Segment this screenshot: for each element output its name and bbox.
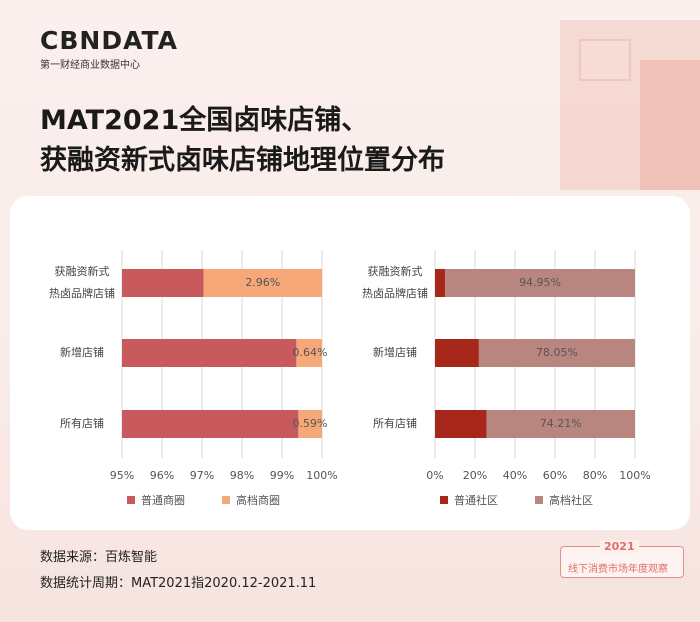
legend-label: 高档商圈 [236, 493, 280, 507]
bar [296, 339, 322, 367]
bar [445, 269, 635, 297]
logo: CBNDATA [40, 26, 178, 55]
y-tick-label: 所有店铺 [373, 417, 417, 430]
badge-year: 2021 [600, 540, 639, 553]
y-tick-label: 新增店铺 [60, 346, 104, 359]
x-tick-label: 80% [583, 469, 607, 482]
y-tick-label: 新增店铺 [373, 346, 417, 359]
x-tick-label: 96% [150, 469, 174, 482]
value-label: 74.21% [540, 417, 582, 430]
decoration [560, 20, 700, 190]
bar [122, 269, 204, 297]
legend-swatch [440, 496, 448, 504]
x-tick-label: 100% [619, 469, 650, 482]
y-tick-label: 所有店铺 [60, 417, 104, 430]
value-label: 0.64% [293, 346, 328, 359]
legend-swatch [127, 496, 135, 504]
x-tick-label: 20% [463, 469, 487, 482]
title: 获融资新式卤味店铺地理位置分布 [40, 145, 445, 176]
bar [122, 410, 299, 438]
bar [435, 339, 479, 367]
x-tick-label: 98% [230, 469, 254, 482]
period: 数据统计周期：MAT2021指2020.12-2021.11 [40, 576, 317, 591]
value-label: 78.05% [536, 346, 578, 359]
y-tick-label: 获融资新式 热卤品牌店铺 [49, 265, 115, 300]
x-tick-label: 60% [543, 469, 567, 482]
source: 数据来源：百炼智能 [40, 550, 158, 565]
legend-label: 普通商圈 [141, 493, 185, 507]
logo-subtitle: 第一财经商业数据中心 [40, 60, 140, 71]
legend-swatch [222, 496, 230, 504]
bar [122, 339, 297, 367]
value-label: 94.95% [519, 276, 561, 289]
bar [478, 339, 635, 367]
value-label: 2.96% [245, 276, 280, 289]
x-tick-label: 0% [426, 469, 443, 482]
bar [486, 410, 635, 438]
x-tick-label: 40% [503, 469, 527, 482]
bar [435, 269, 446, 297]
legend-label: 高档社区 [549, 493, 593, 507]
bar [435, 410, 487, 438]
legend-swatch [535, 496, 543, 504]
x-tick-label: 100% [306, 469, 337, 482]
y-tick-label: 获融资新式 热卤品牌店铺 [362, 265, 428, 300]
bar [203, 269, 322, 297]
title: MAT2021全国卤味店铺、 [40, 105, 369, 136]
x-tick-label: 97% [190, 469, 214, 482]
x-tick-label: 99% [270, 469, 294, 482]
bar [298, 410, 322, 438]
badge-text: 线下消费市场年度观察 [568, 564, 668, 575]
x-tick-label: 95% [110, 469, 134, 482]
legend-label: 普通社区 [454, 493, 498, 507]
value-label: 0.59% [293, 417, 328, 430]
